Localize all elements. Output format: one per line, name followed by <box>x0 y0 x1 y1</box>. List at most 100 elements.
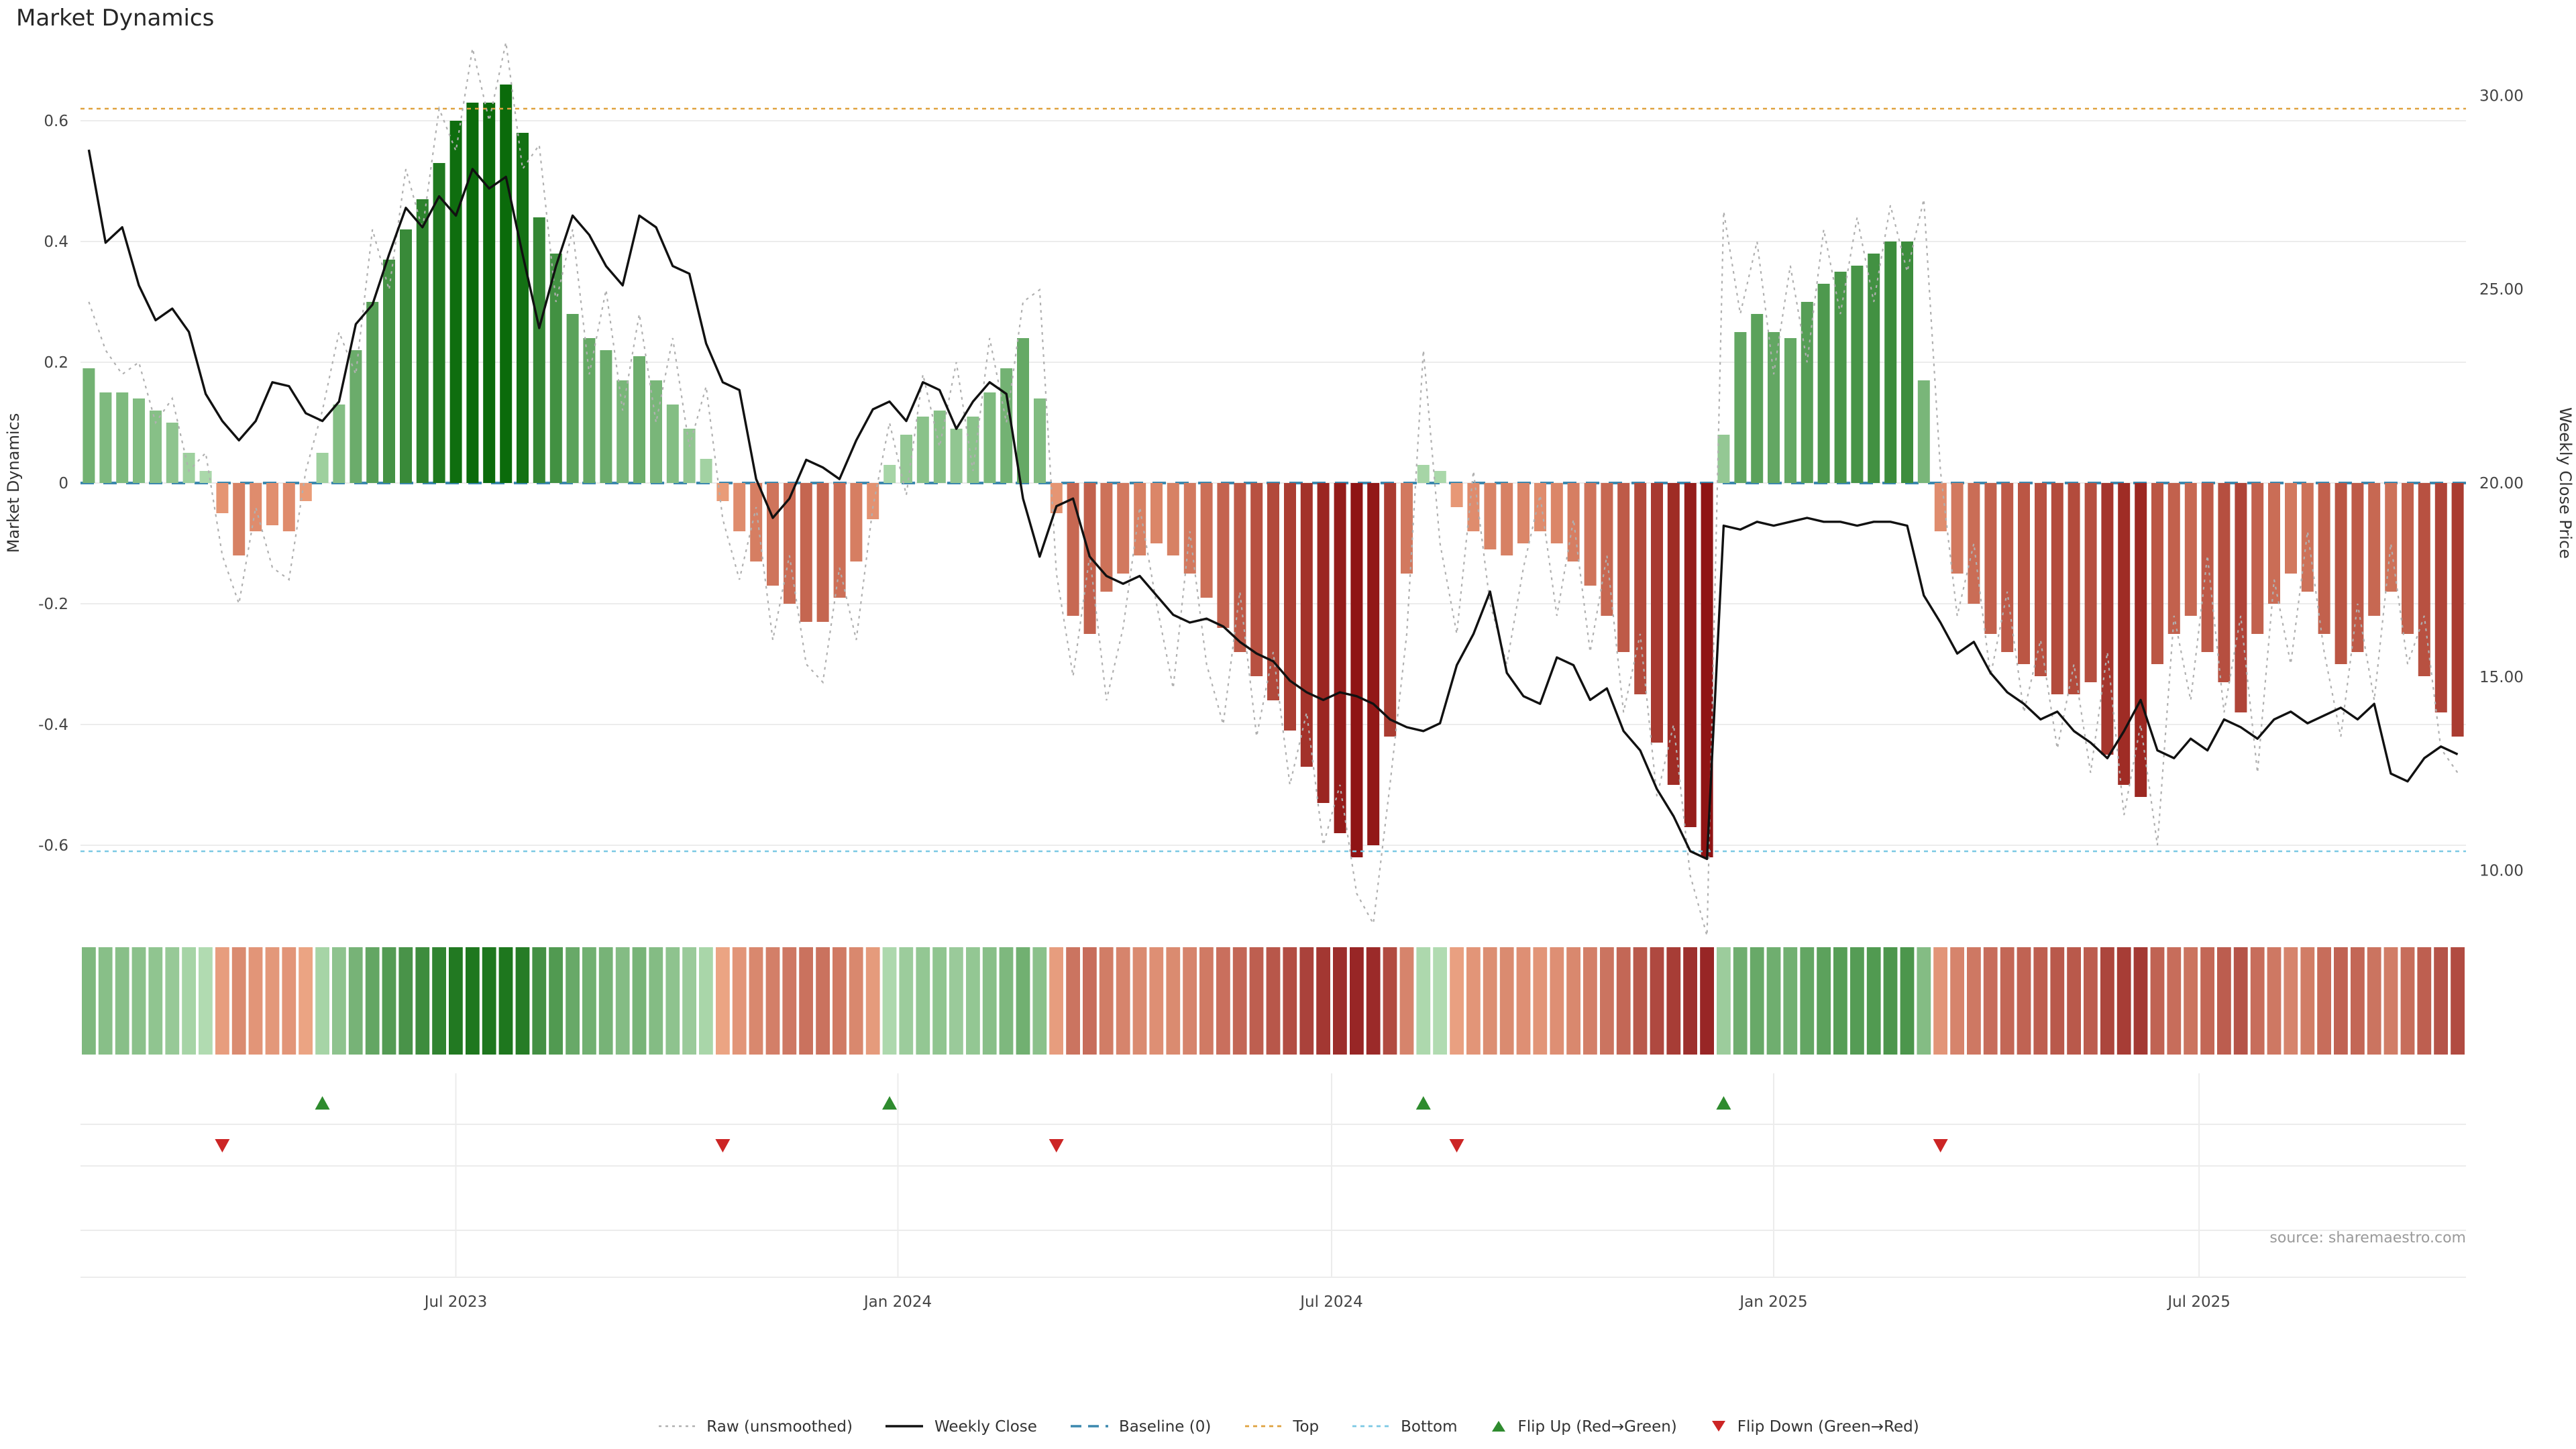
dynamics-bar <box>1751 314 1764 483</box>
right-axis-tick: 10.00 <box>2479 863 2524 880</box>
legend-item-bottom: Bottom <box>1351 1417 1458 1436</box>
dynamics-bar <box>1034 398 1046 483</box>
dynamics-bar <box>1517 483 1529 543</box>
legend-item-raw: Raw (unsmoothed) <box>657 1417 853 1436</box>
dynamics-bar <box>2368 483 2381 616</box>
dynamics-bar <box>583 338 596 483</box>
heatmap-cell <box>1450 947 1464 1055</box>
heatmap-cell <box>182 947 196 1055</box>
dynamics-bar <box>1784 338 1796 483</box>
dynamics-bar <box>2451 483 2464 737</box>
heatmap-cell <box>482 947 496 1055</box>
dynamics-bar <box>1234 483 1246 652</box>
dynamics-bar <box>1917 380 1930 483</box>
axis-ticks: 0.6 0.4 0.2 0 -0.2 -0.4 -0.6 30.00 25.00 20.00 15.… <box>38 87 2524 1311</box>
dynamics-bar <box>1651 483 1663 743</box>
dynamics-bar <box>233 483 246 555</box>
heatmap-cell <box>1700 947 1714 1055</box>
heatmap-cell <box>348 947 363 1055</box>
heatmap-cell <box>2100 947 2114 1055</box>
dynamics-bar <box>683 429 696 483</box>
right-axis-tick: 15.00 <box>2479 669 2524 686</box>
heatmap-cell <box>2367 947 2381 1055</box>
x-axis-tick: Jan 2025 <box>1738 1293 1807 1311</box>
dynamics-bar <box>733 483 746 531</box>
right-axis-label: Weekly Close Price <box>2556 407 2575 559</box>
flip-up-marker-icon <box>882 1096 898 1110</box>
heatmap-cell <box>1783 947 1798 1055</box>
dynamics-bar <box>266 483 278 525</box>
heatmap-cell <box>1516 947 1531 1055</box>
heatmap-cell <box>1283 947 1297 1055</box>
dynamics-bar <box>1834 272 1847 483</box>
x-axis-tick: Jul 2024 <box>1299 1293 1363 1311</box>
dynamics-bar <box>2101 483 2114 755</box>
dynamics-bar <box>1734 332 1747 483</box>
left-axis-tick: -0.2 <box>38 596 68 613</box>
weekly-close-series <box>87 149 2459 861</box>
heatmap-cell <box>2334 947 2348 1055</box>
dynamics-bar <box>1534 483 1546 531</box>
right-axis-tick: 25.00 <box>2479 281 2524 299</box>
heatmap-cell <box>699 947 713 1055</box>
dynamics-bar <box>1017 338 1029 483</box>
heatmap-cell <box>2434 947 2448 1055</box>
legend-label: Weekly Close <box>934 1417 1037 1436</box>
flip-up-marker-icon <box>315 1096 330 1110</box>
dynamics-bar <box>1968 483 1980 604</box>
dynamics-bar <box>1117 483 1130 574</box>
heatmap-cell <box>1666 947 1681 1055</box>
chart-canvas: 0.6 0.4 0.2 0 -0.2 -0.4 -0.6 30.00 25.00 20.00 15.… <box>4 42 2575 1311</box>
dynamics-bar <box>1250 483 1263 676</box>
flip-up-marker-icon <box>1415 1096 1431 1110</box>
dynamics-bar <box>666 405 679 483</box>
heatmap-cell <box>1950 947 1964 1055</box>
heatmap-cell <box>1166 947 1181 1055</box>
heatmap-cell <box>1800 947 1815 1055</box>
dynamics-bar <box>2251 483 2264 634</box>
heatmap-cell <box>1566 947 1580 1055</box>
heatmap-cell <box>1433 947 1447 1055</box>
heatmap-cell <box>1350 947 1364 1055</box>
left-axis-tick: -0.4 <box>38 716 68 734</box>
heatmap-cell <box>799 947 813 1055</box>
threshold-lines <box>80 107 2466 853</box>
left-axis-tick: 0.2 <box>44 354 68 372</box>
heatmap-cell <box>498 947 513 1055</box>
heatmap-cell <box>732 947 747 1055</box>
flip-down-swatch <box>1711 1421 1725 1432</box>
heatmap-cell <box>1750 947 1764 1055</box>
flip-up-marker-icon <box>1716 1096 1731 1110</box>
heatmap-cell <box>98 947 113 1055</box>
heatmap-cell <box>398 947 413 1055</box>
heatmap-cell <box>1132 947 1147 1055</box>
left-axis-tick: 0 <box>58 475 68 492</box>
heatmap-cell <box>2317 947 2331 1055</box>
right-axis-tick: 20.00 <box>2479 475 2524 492</box>
heatmap-cell <box>2400 947 2415 1055</box>
dynamics-bar <box>1717 435 1730 483</box>
heatmap-cell <box>899 947 914 1055</box>
dynamics-bar <box>2235 483 2247 712</box>
heatmap-cell <box>932 947 947 1055</box>
heatmap-cell <box>1032 947 1047 1055</box>
dynamics-bar <box>650 380 662 483</box>
heatmap-cell <box>1616 947 1631 1055</box>
left-axis-tick: 0.6 <box>44 113 68 130</box>
x-axis-tick: Jul 2025 <box>2166 1293 2231 1311</box>
heatmap-cell <box>1766 947 1781 1055</box>
heatmap-cell <box>1333 947 1347 1055</box>
flip-down-marker-icon <box>215 1139 230 1152</box>
dynamics-bar <box>1868 254 1880 483</box>
dynamics-bar <box>950 429 963 483</box>
heatmap-cell <box>1383 947 1397 1055</box>
dynamics-bar <box>316 453 329 483</box>
heatmap-cell <box>365 947 380 1055</box>
dynamics-bar <box>350 350 362 483</box>
heatmap-cell <box>982 947 997 1055</box>
left-axis-label: Market Dynamics <box>4 413 23 553</box>
heatmap-cell <box>532 947 547 1055</box>
heatmap-cell <box>549 947 563 1055</box>
heatmap-cell <box>299 947 313 1055</box>
